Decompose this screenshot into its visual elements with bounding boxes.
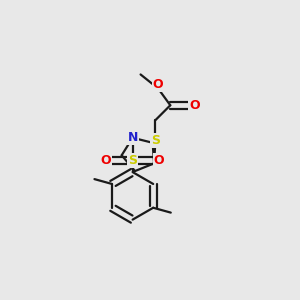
Text: O: O xyxy=(154,154,164,167)
Text: S: S xyxy=(128,154,137,167)
Text: O: O xyxy=(101,154,111,167)
Text: N: N xyxy=(128,131,138,144)
Text: O: O xyxy=(153,78,164,91)
Text: S: S xyxy=(151,134,160,147)
Text: O: O xyxy=(189,99,200,112)
